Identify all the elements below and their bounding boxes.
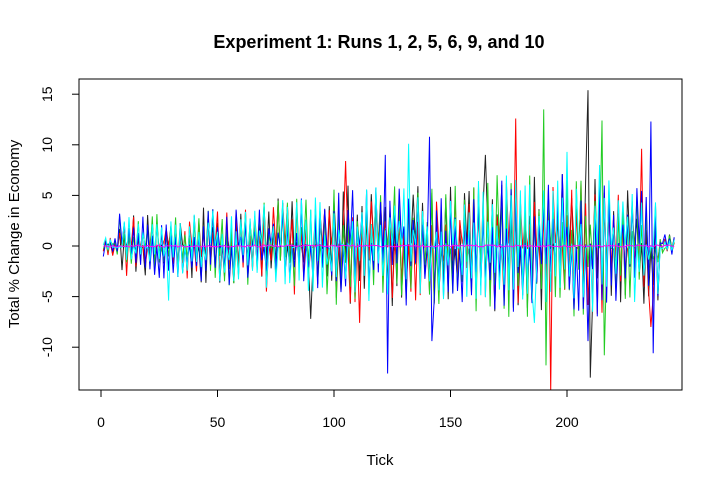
x-axis: 0 50 100 150 200 (97, 389, 579, 430)
y-tick-label: 15 (39, 86, 55, 102)
y-tick-label: 0 (39, 242, 55, 250)
series-line-3 (102, 109, 675, 366)
y-tick-label: 5 (39, 191, 55, 199)
x-tick-label: 50 (210, 414, 226, 430)
x-tick-label: 0 (97, 414, 105, 430)
series-line-6 (103, 244, 675, 248)
series-layer (102, 90, 675, 390)
y-axis: -10 -5 0 5 10 15 (39, 86, 80, 357)
x-tick-label: 100 (322, 414, 346, 430)
series-line-5 (102, 143, 675, 323)
y-tick-label: -5 (39, 290, 55, 303)
y-tick-label: -10 (39, 337, 55, 357)
x-axis-label: Tick (367, 452, 394, 469)
x-tick-label: 200 (555, 414, 579, 430)
x-tick-label: 150 (439, 414, 463, 430)
y-tick-label: 10 (39, 137, 55, 153)
chart-title: Experiment 1: Runs 1, 2, 5, 6, 9, and 10 (213, 32, 544, 52)
y-axis-label: Total % Change in Economy (6, 139, 23, 328)
